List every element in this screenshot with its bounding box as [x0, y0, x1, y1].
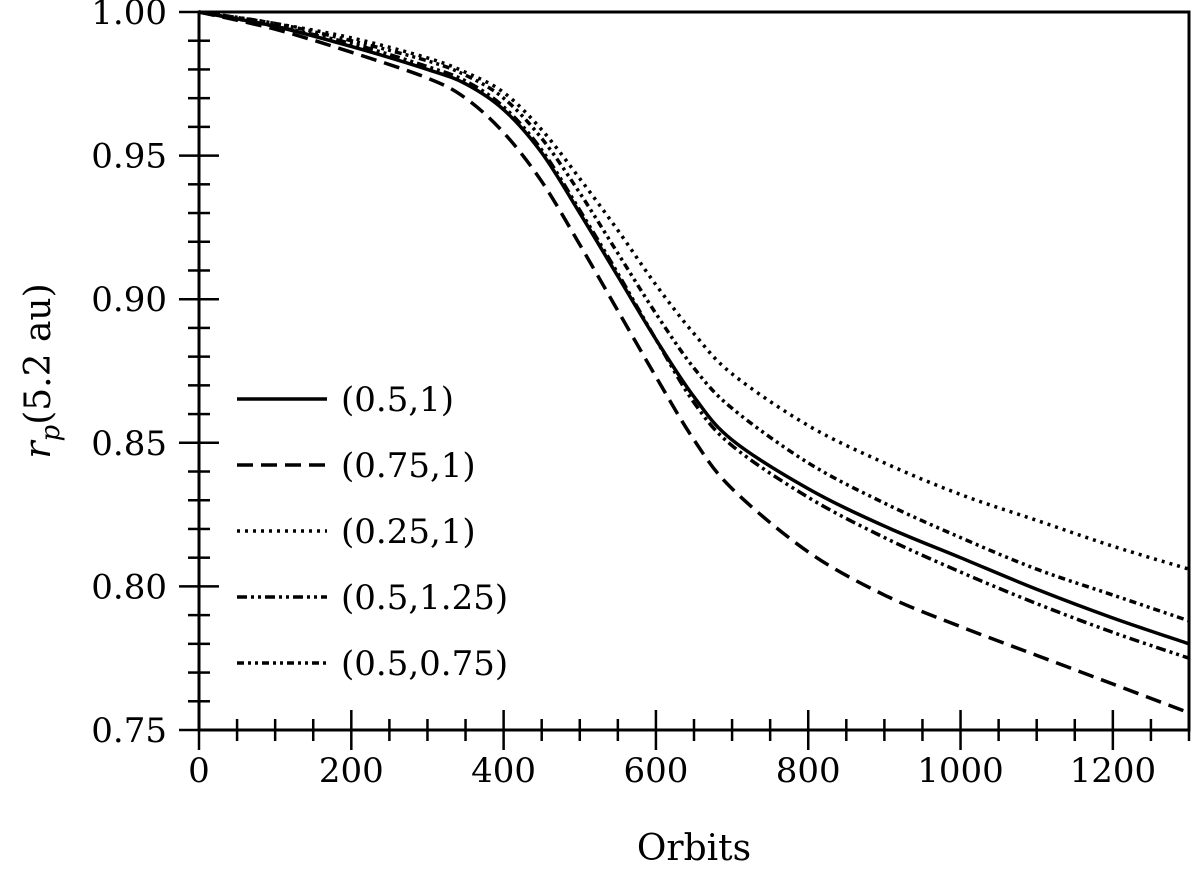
y-tick-label: 0.90 [91, 280, 167, 320]
x-tick-label: 0 [188, 751, 210, 791]
plot-frame [197, 10, 1191, 732]
legend-label-1: (0.5,1) [341, 380, 454, 420]
x-tick-label: 600 [623, 751, 688, 791]
series-line-5 [198, 10, 1190, 623]
y-axis-label: rp(5.2 au) [18, 283, 66, 458]
x-tick-label: 200 [319, 751, 384, 791]
tick-labels: 0 200 400 600 800 1000 1200 0.75 0.80 0.85 0.90 0.9… [91, 0, 1156, 791]
series-line-3 [198, 10, 1190, 571]
legend-label-5: (0.5,0.75) [341, 644, 508, 684]
legend-label-4: (0.5,1.25) [341, 578, 508, 618]
x-axis-label: Orbits [637, 828, 751, 869]
legend-label-2: (0.75,1) [341, 446, 476, 486]
x-tick-label: 800 [776, 751, 841, 791]
series-line-4 [198, 10, 1190, 660]
legend-label-3: (0.25,1) [341, 512, 476, 552]
y-tick-label: 0.85 [91, 424, 167, 464]
y-tick-label: 1.00 [91, 0, 167, 33]
x-tick-label: 1000 [917, 751, 1004, 791]
axis-ticks [179, 10, 1191, 750]
y-tick-label: 0.95 [91, 137, 167, 177]
x-tick-label: 1200 [1070, 751, 1157, 791]
y-tick-label: 0.75 [91, 711, 167, 751]
legend: (0.5,1) (0.75,1) (0.25,1) (0.5,1.25) (0.5,0.… [237, 380, 508, 684]
y-tick-label: 0.80 [91, 567, 167, 607]
x-tick-label: 400 [471, 751, 536, 791]
series-lines [198, 10, 1190, 715]
